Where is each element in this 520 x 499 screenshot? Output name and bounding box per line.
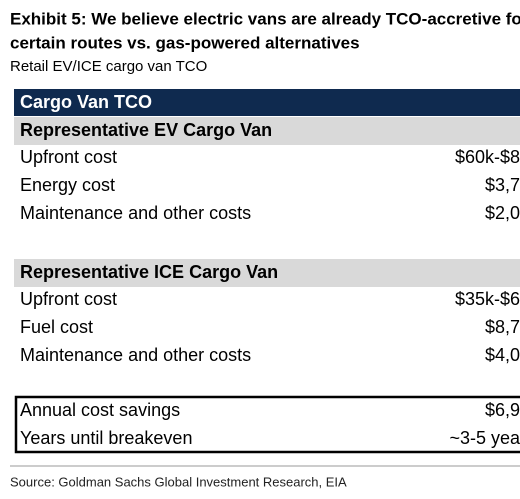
row-label: Upfront cost: [20, 147, 117, 167]
row-value: $60k-$8: [455, 147, 520, 167]
row-value: $3,7: [485, 175, 520, 195]
title-line: Exhibit 5: We believe electric vans are …: [10, 9, 520, 28]
summary-box: [14, 395, 520, 454]
section-title: Representative EV Cargo Van: [20, 120, 272, 140]
row-label: Maintenance and other costs: [20, 345, 251, 365]
summary-value: $6,9: [485, 400, 520, 420]
table-title: Cargo Van TCO: [20, 92, 152, 112]
row-label: Energy cost: [20, 175, 115, 195]
row-label: Upfront cost: [20, 289, 117, 309]
row-value: $35k-$6: [455, 289, 520, 309]
source: Source: Goldman Sachs Global Investment …: [10, 474, 347, 489]
subtitle: Retail EV/ICE cargo van TCO: [10, 58, 207, 75]
row-value: $4,0: [485, 345, 520, 365]
summary-label: Years until breakeven: [20, 428, 192, 448]
row-value: $8,7: [485, 317, 520, 337]
section-title: Representative ICE Cargo Van: [20, 262, 278, 282]
row-value: $2,0: [485, 203, 520, 223]
summary-label: Annual cost savings: [20, 400, 180, 420]
row-label: Fuel cost: [20, 317, 93, 337]
section-band: [14, 259, 520, 287]
table-header-band: [14, 89, 520, 116]
section-band: [14, 117, 520, 145]
row-label: Maintenance and other costs: [20, 203, 251, 223]
title-line: certain routes vs. gas-powered alternati…: [10, 33, 360, 52]
summary-value: ~3-5 yea: [449, 428, 520, 448]
